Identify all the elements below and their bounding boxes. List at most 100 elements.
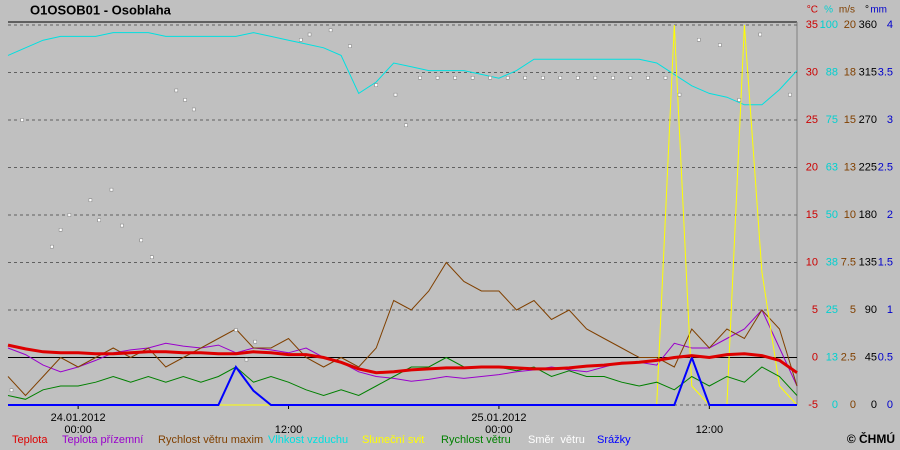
y-tick-label: 180 [859,209,877,221]
scatter-point [558,76,563,80]
scatter-point [453,76,457,80]
scatter-point [253,339,257,344]
y-tick-label: 5 [812,304,818,316]
scatter-point [109,187,114,192]
legend-entry: Teplota přízemní [62,434,143,446]
scatter-point [737,98,741,102]
y-tick-label: 13 [826,351,838,363]
scatter-point [348,44,352,48]
scatter-point [374,83,378,87]
scatter-point [611,76,615,80]
y-tick-label: 25 [806,114,818,126]
scatter-point [183,98,187,102]
scatter-point [523,76,527,80]
y-tick-label: 4 [887,19,893,31]
scatter-point [174,88,179,93]
legend-entry: Směr větru [528,434,585,446]
y-tick-label: 3 [887,114,893,126]
scatter-point [488,76,492,80]
scatter-point [576,76,580,80]
scatter-point [788,92,792,97]
y-tick-label: 0 [850,399,856,411]
scatter-point [97,218,101,223]
y-tick-label: 225 [859,161,877,173]
series-line [7,343,798,375]
y-tick-label: 30 [806,66,818,78]
y-tick-label: 45 [865,351,877,363]
y-tick-label: 0 [812,351,818,363]
scatter-point [677,92,682,97]
scatter-point [234,328,238,332]
series-line [7,309,798,387]
y-tick-label: 50 [826,209,838,221]
legend-entry: Srážky [597,434,631,446]
series-line [7,32,798,106]
axis-unit: m/s [839,5,855,16]
legend-entry: Teplota [12,434,48,446]
y-tick-label: 0 [871,399,877,411]
y-tick-label: 35 [806,19,818,31]
scatter-point [139,238,144,243]
legend-entry: Vlhkost vzduchu [268,434,348,446]
y-tick-label: 135 [859,256,877,268]
scatter-point [9,388,14,392]
scatter-point [470,76,475,80]
scatter-point [58,228,63,232]
y-tick-label: 15 [806,209,818,221]
legend-entry: Rychlost větru [441,434,511,446]
y-tick-label: 0 [832,399,838,411]
x-tick-label: 24.01.2012 00:00 [51,412,106,436]
axis-unit: °C [807,5,818,16]
scatter-point [393,92,398,97]
scatter-point [50,244,54,249]
scatter-point [663,76,668,80]
y-tick-label: 315 [859,66,877,78]
copyright: © ČHMÚ [847,431,895,446]
chart-title: O1OSOB01 - Osoblaha [30,2,172,17]
scatter-point [67,213,72,217]
y-tick-label: 15 [844,114,856,126]
y-tick-label: 88 [826,66,838,78]
y-tick-label: 0.5 [878,351,893,363]
legend-entry: Rychlost větru maxim [158,434,263,446]
y-tick-label: 270 [859,114,877,126]
scatter-point [120,223,124,228]
y-tick-label: 10 [806,256,818,268]
scatter-point [718,43,722,47]
scatter-point [628,76,633,80]
scatter-point [697,38,701,42]
y-tick-label: 3.5 [878,66,893,78]
scatter-point [435,76,440,80]
x-tick-label: 25.01.2012 00:00 [471,412,526,436]
y-tick-label: 63 [826,161,838,173]
scatter-point [328,28,333,33]
y-tick-label: 18 [844,66,856,78]
y-tick-label: 38 [826,256,838,268]
scatter-point [418,76,422,80]
x-tick-label: 12:00 [275,424,303,436]
scatter-point [192,107,196,112]
axis-unit: % [824,5,833,16]
y-tick-label: 1.5 [878,256,893,268]
y-tick-label: 7.5 [841,256,856,268]
y-tick-label: -5 [808,399,818,411]
y-tick-label: 2.5 [841,351,856,363]
axis-unit: ° [865,5,869,16]
scatter-point [593,76,598,80]
y-tick-label: 2.5 [878,161,893,173]
scatter-point [244,357,249,362]
scatter-point [150,255,154,259]
y-tick-label: 0 [887,399,893,411]
scatter-point [758,32,762,37]
y-tick-label: 20 [806,161,818,173]
scatter-point [404,123,408,128]
y-tick-label: 13 [844,161,856,173]
scatter-point [20,118,24,122]
y-tick-label: 2 [887,209,893,221]
scatter-point [505,76,510,80]
scatter-point [307,32,312,37]
y-tick-label: 10 [844,209,856,221]
